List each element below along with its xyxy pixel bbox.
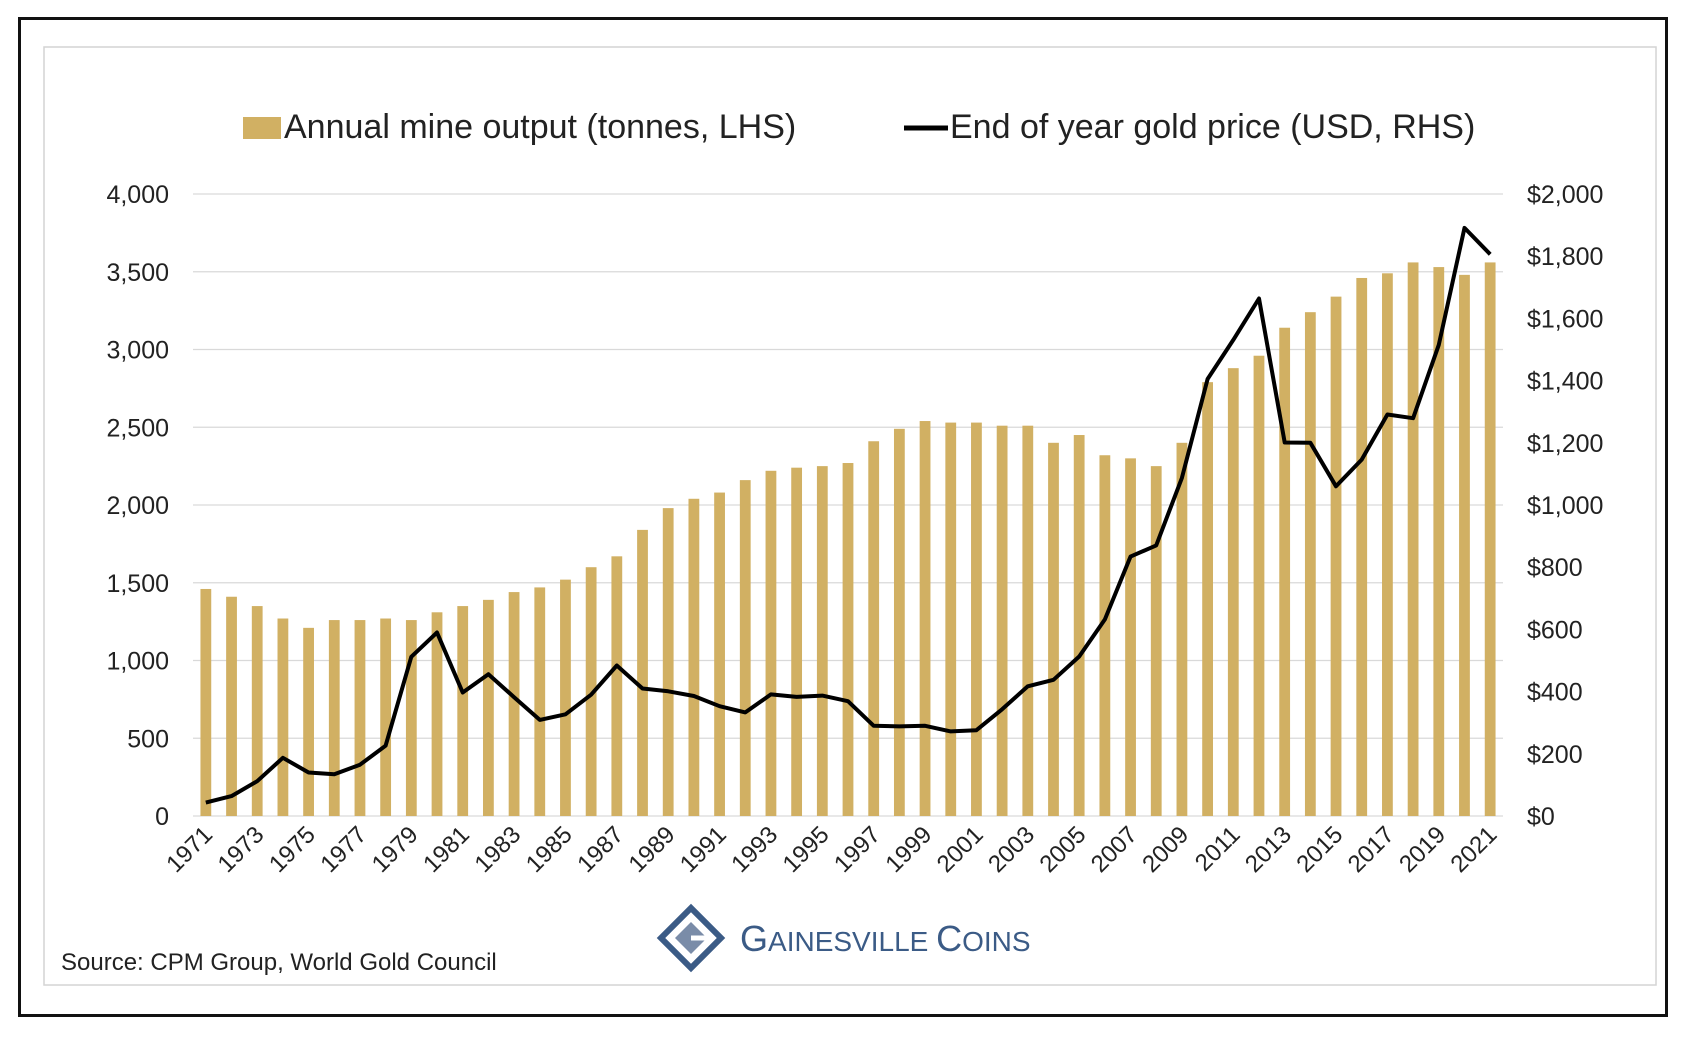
bar-2006 — [1099, 455, 1111, 816]
bar-1978 — [380, 618, 392, 816]
logo-emblem-icon — [656, 903, 726, 973]
price-line — [205, 225, 1492, 805]
legend-bar-swatch — [243, 117, 281, 139]
y-left-tick-label: 4,000 — [106, 181, 169, 209]
y-left-tick-label: 500 — [127, 725, 169, 753]
bar-2021 — [1484, 262, 1496, 816]
bar-1992 — [739, 480, 751, 816]
y-right-tick-label: $1,800 — [1527, 243, 1603, 271]
bar-series — [200, 262, 1496, 817]
bar-2020 — [1459, 274, 1470, 816]
bar-2010 — [1202, 382, 1214, 816]
bar-1986 — [585, 567, 597, 816]
bar-2018 — [1407, 262, 1419, 816]
bar-2013 — [1279, 327, 1291, 816]
bar-2003 — [1022, 425, 1034, 816]
bar-1990 — [688, 498, 700, 816]
y-left-tick-label: 3,000 — [106, 337, 169, 365]
y-right-tick-label: $0 — [1527, 803, 1555, 831]
y-right-tick-label: $2,000 — [1527, 181, 1603, 209]
bar-1987 — [611, 556, 623, 816]
bar-1983 — [508, 592, 520, 816]
bar-1998 — [893, 428, 905, 816]
bar-1991 — [714, 492, 725, 816]
y-right-tick-label: $800 — [1527, 554, 1583, 582]
bar-2014 — [1304, 312, 1316, 816]
bar-1982 — [482, 599, 494, 816]
bar-2001 — [971, 422, 982, 816]
bar-2019 — [1433, 267, 1445, 817]
bar-1988 — [637, 529, 648, 816]
bar-1973 — [251, 606, 263, 816]
bar-2017 — [1382, 273, 1393, 816]
bar-1976 — [328, 620, 340, 816]
y-left-tick-label: 0 — [155, 803, 169, 831]
bar-2000 — [945, 422, 957, 816]
y-right-tick-label: $200 — [1527, 741, 1583, 769]
bar-2016 — [1356, 277, 1368, 817]
bar-1995 — [816, 466, 828, 816]
bar-1979 — [405, 620, 417, 816]
bar-1977 — [354, 620, 366, 816]
y-left-tick-label: 3,500 — [106, 259, 169, 287]
y-left-tick-label: 1,000 — [106, 648, 169, 676]
bar-2005 — [1073, 435, 1085, 816]
legend-line-label: End of year gold price (USD, RHS) — [950, 108, 1475, 146]
y-right-tick-label: $400 — [1527, 679, 1583, 707]
y-left-tick-label: 1,500 — [106, 570, 169, 598]
bar-1971 — [200, 588, 212, 816]
gainesville-coins-logo: GAINESVILLE COINS — [656, 903, 1031, 973]
bar-2004 — [1048, 442, 1059, 816]
bar-1974 — [277, 618, 289, 816]
y-axis-left: 0 500 1,000 1,500 2,000 2,500 3,000 3,500 4,000 — [106, 181, 169, 831]
bar-1989 — [662, 508, 674, 816]
y-right-tick-label: $1,600 — [1527, 305, 1603, 333]
bar-1985 — [560, 579, 571, 816]
bar-1993 — [765, 470, 777, 816]
bar-1972 — [226, 596, 237, 816]
bar-2007 — [1125, 458, 1136, 816]
bar-1984 — [534, 587, 546, 816]
y-left-tick-label: 2,500 — [106, 414, 169, 442]
bar-2015 — [1330, 296, 1342, 816]
bar-2009 — [1176, 442, 1188, 816]
bar-2008 — [1150, 466, 1162, 816]
y-right-tick-label: $1,200 — [1527, 430, 1603, 458]
bar-2002 — [996, 425, 1008, 816]
y-right-tick-label: $1,000 — [1527, 492, 1603, 520]
bar-1994 — [791, 467, 803, 816]
bar-1975 — [303, 627, 314, 816]
legend-bar-label: Annual mine output (tonnes, LHS) — [284, 108, 796, 146]
bar-1997 — [868, 441, 880, 816]
bar-1996 — [842, 463, 854, 816]
bar-1999 — [919, 421, 931, 816]
legend: Annual mine output (tonnes, LHS) End of … — [243, 108, 1475, 146]
source-note: Source: CPM Group, World Gold Council — [61, 949, 497, 976]
y-left-tick-label: 2,000 — [106, 492, 169, 520]
bar-2012 — [1253, 355, 1265, 816]
bar-2011 — [1227, 368, 1239, 816]
y-axis-right: $0 $200 $400 $600 $800 $1,000 $1,200 $1,400 $1,6… — [1527, 181, 1603, 831]
bar-1980 — [431, 612, 443, 816]
bar-1981 — [457, 606, 469, 816]
y-right-tick-label: $600 — [1527, 616, 1583, 644]
logo-text: GAINESVILLE COINS — [740, 918, 1031, 959]
y-right-tick-label: $1,400 — [1527, 368, 1603, 396]
